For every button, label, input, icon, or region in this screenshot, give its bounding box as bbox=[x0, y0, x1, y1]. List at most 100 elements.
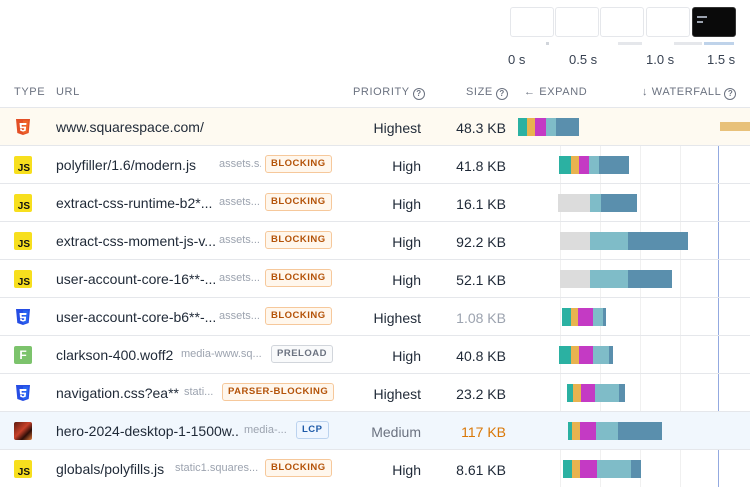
blocking-badge: BLOCKING bbox=[265, 307, 332, 325]
waterfall-dns bbox=[559, 346, 571, 364]
waterfall-ssl bbox=[579, 156, 589, 174]
table-row[interactable]: user-account-core-b6**-... assets... BLO… bbox=[0, 298, 750, 336]
resource-url[interactable]: clarkson-400.woff2 bbox=[56, 347, 174, 363]
priority-value: High bbox=[392, 196, 421, 212]
waterfall-download bbox=[618, 422, 662, 440]
waterfall-ssl bbox=[580, 422, 596, 440]
filmstrip-frame[interactable] bbox=[555, 7, 599, 37]
waterfall-wait bbox=[593, 308, 603, 326]
resource-url[interactable]: hero-2024-desktop-1-1500w... bbox=[56, 423, 240, 439]
resource-host: assets... bbox=[219, 196, 260, 208]
resource-url[interactable]: user-account-core-b6**-... bbox=[56, 309, 216, 325]
js-icon: JS bbox=[14, 194, 32, 212]
table-row-lcp[interactable]: hero-2024-desktop-1-1500w... media-... L… bbox=[0, 412, 750, 450]
table-row[interactable]: JS globals/polyfills.js static1.squares.… bbox=[0, 450, 750, 487]
waterfall-wait bbox=[546, 118, 556, 136]
table-row[interactable]: www.squarespace.com/ Highest 48.3 KB bbox=[0, 108, 750, 146]
waterfall-download bbox=[603, 308, 606, 326]
help-icon[interactable]: ? bbox=[724, 88, 737, 100]
filmstrip-frame[interactable] bbox=[600, 7, 644, 37]
priority-value: High bbox=[392, 158, 421, 174]
resource-host: stati... bbox=[184, 386, 214, 398]
size-value: 41.8 KB bbox=[456, 158, 506, 174]
priority-value: Highest bbox=[373, 120, 421, 136]
column-priority[interactable]: PRIORITY? bbox=[353, 86, 425, 100]
resource-url[interactable]: user-account-core-16**-... bbox=[56, 271, 216, 287]
resource-url[interactable]: polyfiller/1.6/modern.js bbox=[56, 157, 197, 173]
help-icon[interactable]: ? bbox=[412, 88, 425, 100]
resource-url[interactable]: www.squarespace.com/ bbox=[56, 119, 204, 135]
waterfall-download bbox=[609, 346, 613, 364]
arrow-left-icon: ← bbox=[524, 86, 536, 98]
resource-url[interactable]: extract-css-moment-js-v... bbox=[56, 233, 216, 249]
waterfall-dns bbox=[568, 422, 572, 440]
table-row[interactable]: JS polyfiller/1.6/modern.js assets.s... … bbox=[0, 146, 750, 184]
waterfall-later-bar bbox=[720, 122, 750, 131]
table-row[interactable]: JS extract-css-moment-js-v... assets... … bbox=[0, 222, 750, 260]
js-icon: JS bbox=[14, 232, 32, 250]
waterfall-queued bbox=[558, 194, 590, 212]
size-value: 52.1 KB bbox=[456, 272, 506, 288]
filmstrip-frame[interactable] bbox=[510, 7, 554, 37]
resource-url[interactable]: globals/polyfills.js bbox=[56, 461, 165, 477]
waterfall-ssl bbox=[579, 346, 593, 364]
waterfall-wait bbox=[590, 232, 628, 250]
waterfall-label: WATERFALL bbox=[651, 86, 722, 98]
waterfall-sort[interactable]: ↓ WATERFALL? bbox=[642, 86, 737, 100]
time-label: 1.0 s bbox=[646, 52, 675, 67]
filmstrip-frame[interactable] bbox=[646, 7, 690, 37]
preload-badge: PRELOAD bbox=[271, 345, 333, 363]
table-header: TYPE URL PRIORITY? SIZE? ← EXPAND ↓ WATE… bbox=[0, 80, 750, 108]
size-value: 16.1 KB bbox=[456, 196, 506, 212]
filmstrip: 0 s 0.5 s 1.0 s 1.5 s bbox=[0, 0, 750, 80]
lcp-badge: LCP bbox=[296, 421, 329, 439]
table-row[interactable]: navigation.css?ea** stati... PARSER-BLOC… bbox=[0, 374, 750, 412]
waterfall-download bbox=[628, 270, 672, 288]
waterfall-download bbox=[631, 460, 641, 478]
js-icon: JS bbox=[14, 460, 32, 478]
waterfall-dns bbox=[518, 118, 527, 136]
waterfall-wait bbox=[596, 422, 618, 440]
waterfall-wait bbox=[589, 156, 599, 174]
waterfall-dns bbox=[567, 384, 573, 402]
help-icon[interactable]: ? bbox=[495, 88, 508, 100]
timeline-tick bbox=[546, 42, 549, 45]
priority-value: Highest bbox=[373, 386, 421, 402]
waterfall-download bbox=[556, 118, 579, 136]
blocking-badge: BLOCKING bbox=[265, 193, 332, 211]
resource-host: assets.s... bbox=[219, 158, 261, 170]
expand-button[interactable]: ← EXPAND bbox=[524, 86, 587, 98]
column-type[interactable]: TYPE bbox=[14, 86, 46, 98]
waterfall-connect bbox=[571, 346, 579, 364]
table-row[interactable]: JS user-account-core-16**-... assets... … bbox=[0, 260, 750, 298]
waterfall-connect bbox=[573, 384, 581, 402]
time-label: 0 s bbox=[508, 52, 526, 67]
column-size[interactable]: SIZE? bbox=[466, 86, 508, 100]
image-thumbnail-icon bbox=[14, 422, 32, 440]
waterfall-dns bbox=[559, 156, 571, 174]
table-row[interactable]: F clarkson-400.woff2 media-www.sq... PRE… bbox=[0, 336, 750, 374]
waterfall-wait bbox=[597, 460, 631, 478]
column-url[interactable]: URL bbox=[56, 86, 80, 98]
waterfall-download bbox=[628, 232, 688, 250]
js-icon: JS bbox=[14, 270, 32, 288]
waterfall-queued bbox=[560, 270, 590, 288]
html5-icon bbox=[16, 119, 30, 135]
size-value: 48.3 KB bbox=[456, 120, 506, 136]
priority-value: High bbox=[392, 462, 421, 478]
resource-host: assets... bbox=[219, 272, 260, 284]
size-value: 8.61 KB bbox=[456, 462, 506, 478]
priority-value: High bbox=[392, 272, 421, 288]
table-row[interactable]: JS extract-css-runtime-b2*... assets... … bbox=[0, 184, 750, 222]
css3-icon bbox=[16, 385, 30, 401]
resource-url[interactable]: navigation.css?ea** bbox=[56, 385, 179, 401]
column-priority-label: PRIORITY bbox=[353, 86, 410, 98]
waterfall-connect bbox=[572, 422, 580, 440]
waterfall-ssl bbox=[580, 460, 597, 478]
parser-blocking-badge: PARSER-BLOCKING bbox=[222, 383, 335, 401]
waterfall-connect bbox=[527, 118, 535, 136]
waterfall-dns bbox=[563, 460, 572, 478]
waterfall-dns bbox=[562, 308, 571, 326]
resource-url[interactable]: extract-css-runtime-b2*... bbox=[56, 195, 213, 211]
filmstrip-frame-rendered[interactable] bbox=[692, 7, 736, 37]
